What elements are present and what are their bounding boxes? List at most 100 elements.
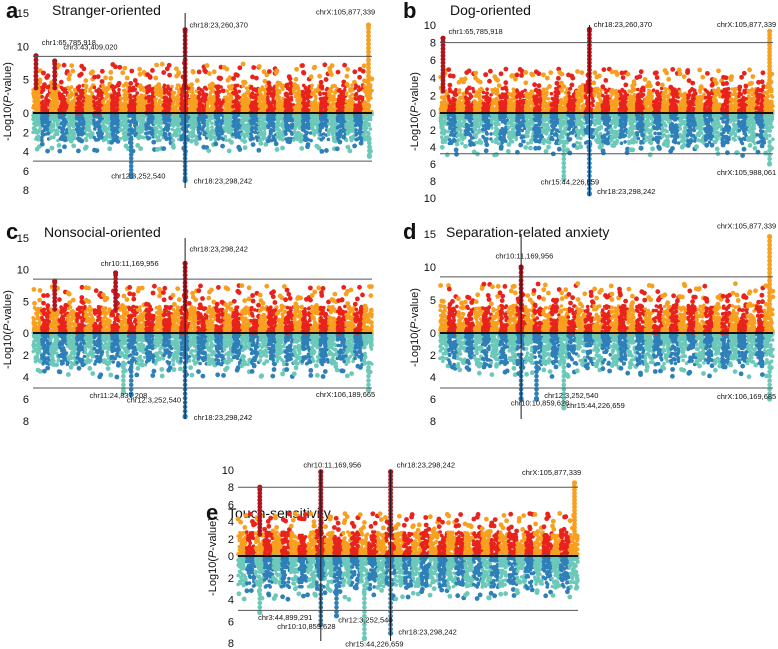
snp-point	[66, 98, 70, 103]
snp-point	[52, 122, 56, 127]
snp-point	[196, 86, 201, 91]
snp-point	[67, 135, 71, 140]
snp-point	[190, 69, 196, 75]
snp-point	[206, 71, 212, 76]
snp-point	[242, 139, 248, 144]
snp-point	[188, 99, 192, 103]
snp-point	[145, 107, 150, 111]
snp-point	[113, 126, 117, 130]
snp-point	[101, 120, 105, 125]
snp-point	[288, 125, 293, 129]
snp-point	[67, 122, 71, 126]
snp-point	[161, 103, 166, 107]
snp-point	[201, 125, 206, 129]
snp-point	[260, 85, 265, 89]
snp-point	[224, 138, 228, 142]
snp-point	[257, 121, 261, 126]
snp-point	[50, 90, 55, 95]
snp-point	[233, 83, 238, 88]
snp-point	[122, 123, 127, 128]
snp-point	[265, 138, 271, 144]
snp-point	[206, 122, 210, 126]
snp-point	[52, 98, 56, 102]
snp-point	[175, 72, 181, 77]
snp-point	[156, 103, 161, 108]
y-tick-label: 10	[17, 41, 29, 53]
snp-point	[121, 104, 125, 109]
snp-point	[189, 138, 194, 144]
snp-point	[170, 84, 174, 89]
snp-point	[210, 121, 214, 125]
snp-point	[249, 86, 253, 90]
snp-point	[225, 126, 229, 131]
snp-point	[250, 142, 256, 148]
snp-point	[101, 138, 106, 143]
snp-point	[92, 120, 96, 125]
snp-point	[31, 92, 36, 97]
snp-point	[106, 87, 110, 92]
snp-point	[147, 94, 151, 99]
snp-point	[157, 120, 161, 124]
snp-point	[242, 101, 246, 105]
snp-point	[248, 137, 253, 142]
snp-point	[135, 143, 141, 148]
snp-point	[118, 127, 122, 132]
snp-point	[146, 103, 151, 108]
snp-point	[174, 134, 178, 138]
snp-point	[84, 85, 88, 90]
snp-point	[56, 122, 60, 127]
snp-point	[262, 130, 267, 135]
snp-point	[61, 129, 65, 134]
snp-point	[284, 128, 289, 132]
snp-point	[56, 83, 61, 88]
snp-point	[108, 75, 114, 81]
snp-point	[76, 148, 81, 154]
snp-point	[190, 135, 195, 139]
snp-point	[52, 135, 56, 140]
snp-point	[217, 117, 221, 121]
snp-point	[95, 107, 100, 112]
snp-point	[187, 120, 192, 125]
snp-point	[50, 95, 54, 99]
snp-point	[269, 92, 273, 96]
snp-point	[158, 108, 162, 113]
snp-point	[213, 138, 218, 142]
snp-point	[233, 130, 238, 135]
snp-points	[31, 60, 375, 154]
snp-point	[92, 99, 96, 104]
snp-point	[218, 125, 223, 129]
snp-point	[173, 130, 178, 134]
snp-point	[74, 116, 79, 120]
snp-point	[141, 106, 146, 111]
snp-point	[122, 108, 127, 112]
snp-point	[150, 118, 154, 123]
snp-point	[40, 90, 44, 94]
snp-point	[145, 135, 149, 139]
snp-point	[251, 65, 257, 70]
snp-point	[106, 113, 110, 118]
snp-point	[128, 81, 134, 86]
snp-point	[277, 132, 282, 136]
snp-point	[201, 107, 206, 111]
snp-point	[32, 118, 36, 122]
snp-point	[32, 121, 36, 126]
snp-point	[145, 72, 151, 77]
snp-point	[105, 95, 109, 99]
snp-point	[198, 136, 202, 141]
snp-point	[99, 79, 105, 84]
snp-point	[147, 99, 151, 104]
snp-point	[48, 128, 53, 133]
snp-point	[103, 127, 108, 132]
snp-point	[203, 100, 207, 104]
snp-point	[162, 83, 167, 88]
snp-point	[68, 138, 74, 144]
snp-point	[221, 65, 227, 70]
snp-point	[124, 96, 129, 101]
snp-point	[82, 146, 88, 151]
snp-point	[224, 113, 228, 118]
snp-point	[153, 97, 157, 101]
snp-point	[216, 75, 222, 81]
snp-point	[261, 117, 266, 122]
snp-point	[58, 114, 63, 119]
